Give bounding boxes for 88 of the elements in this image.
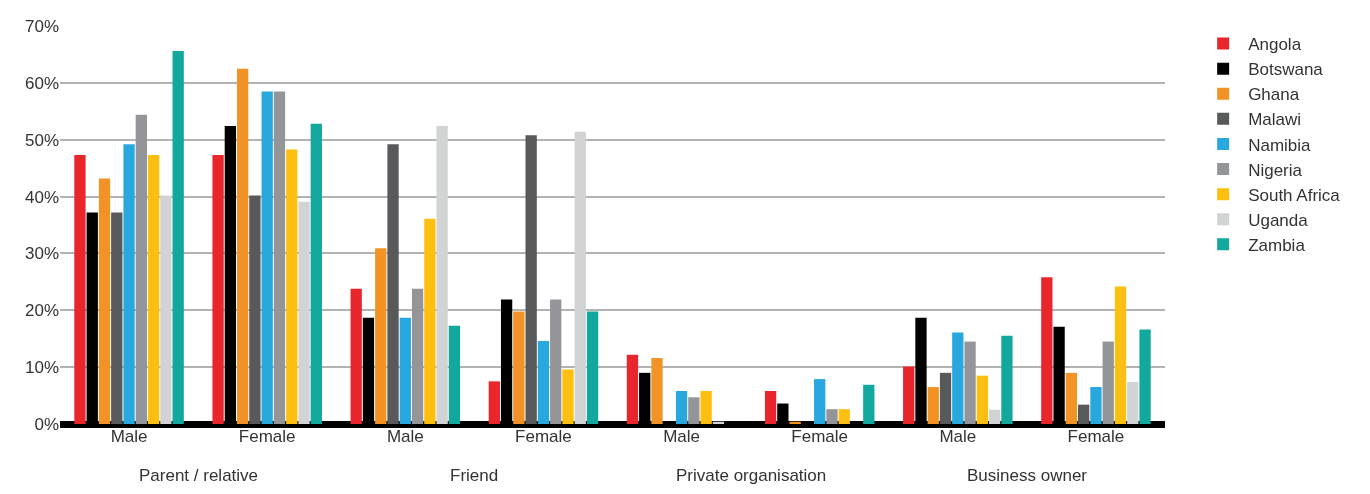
bar	[989, 409, 1001, 424]
bar	[98, 178, 111, 424]
y-tick-label: 20%	[24, 301, 59, 321]
bar	[424, 218, 436, 424]
y-tick-label: 70%	[24, 16, 59, 36]
bar	[574, 131, 586, 424]
bar	[160, 195, 172, 424]
x-tick-label: Male	[663, 427, 700, 446]
bar	[74, 155, 86, 424]
bar	[147, 155, 160, 424]
bar	[976, 375, 989, 424]
bar	[550, 299, 562, 424]
bar	[411, 288, 424, 424]
legend-label: Uganda	[1248, 210, 1309, 230]
legend-label: Angola	[1248, 35, 1302, 55]
bar	[964, 341, 976, 424]
text: Business owner	[967, 466, 1088, 485]
y-tick-label: 40%	[24, 187, 59, 207]
bar	[261, 91, 273, 424]
x-tick-label: Male	[939, 427, 977, 446]
bar	[688, 397, 700, 424]
bar	[513, 311, 525, 424]
bar	[111, 212, 123, 424]
bar	[488, 381, 500, 424]
bar	[675, 391, 688, 424]
bar	[123, 144, 135, 424]
bar	[952, 332, 964, 424]
bar	[448, 325, 461, 424]
bar	[586, 311, 599, 424]
bar	[298, 201, 310, 424]
bar	[927, 387, 939, 424]
y-tick-label: 60%	[24, 73, 59, 93]
y-tick-label: 50%	[24, 130, 59, 150]
bar	[1041, 277, 1053, 424]
x-tick-label: Female	[1067, 427, 1125, 446]
x-tick-label: Female	[515, 427, 572, 446]
x-tick-label: Male	[110, 427, 148, 446]
bar	[375, 248, 387, 424]
bar	[562, 369, 574, 424]
bar	[700, 391, 712, 424]
bar	[212, 155, 224, 424]
x-tick-label: Female	[791, 427, 849, 446]
bar	[273, 91, 286, 424]
bar	[436, 126, 448, 424]
bar	[939, 372, 952, 424]
bar	[1078, 404, 1090, 424]
bar	[387, 144, 399, 424]
bar	[399, 317, 411, 424]
bar	[764, 391, 777, 424]
text: Parent / relative	[139, 466, 259, 485]
bar	[826, 409, 838, 424]
legend-label: South Africa	[1248, 185, 1341, 205]
bar	[651, 358, 663, 424]
x-tick-label: Female	[238, 427, 296, 446]
bar	[310, 123, 322, 424]
bar	[814, 379, 826, 424]
legend-label: Botswana	[1248, 60, 1324, 80]
bar	[1114, 286, 1127, 424]
legend-label: Nigeria	[1248, 160, 1303, 180]
y-tick-label: 10%	[24, 358, 59, 378]
bar	[903, 366, 915, 424]
x-tick-label: Male	[386, 427, 424, 446]
y-tick-label: 0%	[34, 414, 59, 434]
text: Friend	[450, 466, 499, 485]
bar	[838, 409, 850, 424]
bar	[537, 340, 550, 424]
bar	[1065, 372, 1078, 424]
bar	[286, 149, 298, 424]
bar	[1127, 381, 1139, 424]
text: Private organisation	[676, 466, 827, 485]
bar	[1102, 341, 1114, 424]
legend-label: Ghana	[1248, 85, 1300, 105]
legend-label: Malawi	[1248, 110, 1302, 130]
bar	[525, 135, 537, 424]
bar	[1001, 335, 1013, 424]
bar	[1139, 329, 1151, 424]
bar	[249, 195, 261, 424]
legend-label: Namibia	[1248, 135, 1312, 155]
bar	[135, 114, 147, 424]
bar	[350, 288, 362, 424]
bar	[789, 421, 801, 424]
bar	[172, 51, 184, 424]
legend-label: Zambia	[1248, 235, 1306, 255]
bar	[626, 354, 639, 424]
bar	[236, 68, 249, 424]
y-tick-label: 30%	[24, 244, 59, 264]
bar	[863, 384, 875, 424]
bar	[1090, 387, 1102, 424]
